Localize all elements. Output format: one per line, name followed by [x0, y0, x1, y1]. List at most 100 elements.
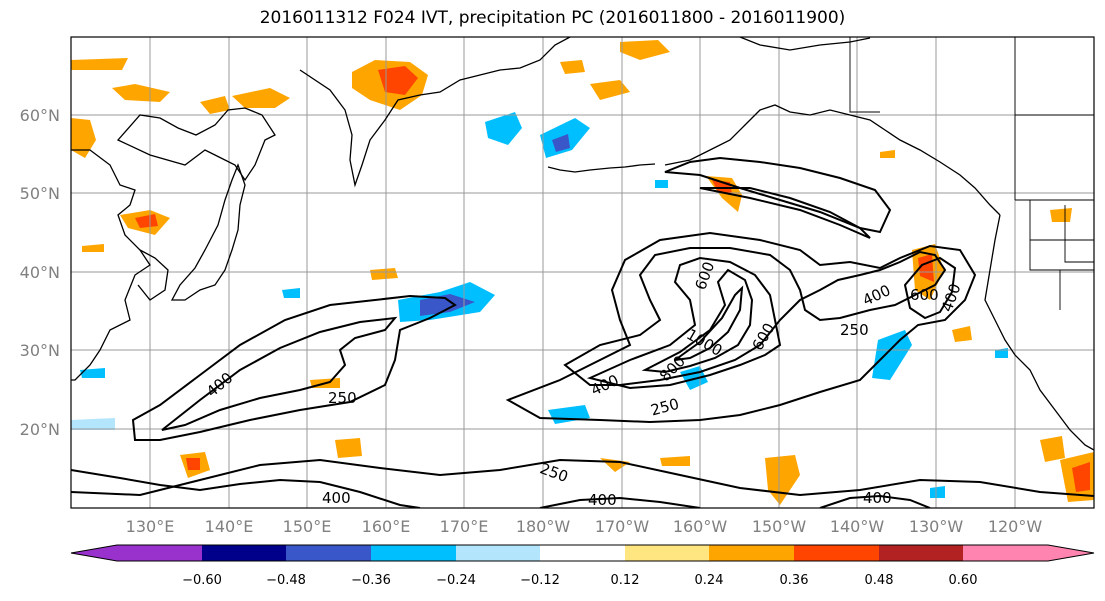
precip-positive-patch — [1050, 208, 1072, 222]
precip-positive-patch — [620, 40, 670, 60]
ivt-contour-400-west — [161, 316, 398, 431]
precip-positive-core — [378, 66, 418, 95]
longitude-labels: 130°E 140°E 150°E 160°E 170°E 180°W 170°… — [126, 517, 1043, 536]
contour-label-400-south-2: 400 — [588, 491, 617, 509]
precip-negative-patch — [71, 418, 115, 430]
ivt-contour-400-south — [71, 469, 421, 508]
precip-positive-patch — [370, 268, 398, 280]
lon-label-150e: 150°E — [283, 517, 332, 536]
colorbar-label-3: −0.24 — [436, 573, 476, 588]
contour-label-400-south-3: 400 — [863, 489, 892, 507]
lon-label-170e: 170°E — [440, 517, 489, 536]
lon-label-170w: 170°W — [595, 517, 650, 536]
ivt-contour-250-center — [505, 231, 977, 424]
coastlines — [71, 37, 1094, 451]
lon-label-160w: 160°W — [673, 517, 728, 536]
colorbar: −0.60 −0.48 −0.36 −0.24 −0.12 0.12 0.24 … — [70, 544, 1095, 588]
lon-label-130w: 130°W — [909, 517, 964, 536]
ivt-contour-1000-center — [674, 285, 744, 361]
borders — [849, 37, 1094, 310]
colorbar-segment-6 — [625, 545, 710, 561]
colorbar-label-4: −0.12 — [520, 573, 560, 588]
precip-positive-patch — [232, 88, 290, 108]
asia-coastline — [71, 149, 151, 381]
colorbar-segment-9 — [879, 545, 964, 561]
precip-positive-patch — [1040, 436, 1065, 462]
lon-label-130e: 130°E — [126, 517, 175, 536]
us-state-border — [1064, 205, 1094, 263]
ivt-contour-400-north — [699, 187, 871, 239]
ivt-contour-400-southcenter — [539, 496, 701, 508]
precip-negative-patch — [930, 486, 945, 498]
north-america-coastline — [984, 214, 1094, 451]
ivt-contours — [71, 156, 1094, 508]
korea-coastline — [137, 249, 169, 301]
ivt-contour-800-center — [641, 268, 754, 374]
precip-positive-patch — [335, 438, 362, 458]
colorbar-label-8: 0.48 — [865, 573, 894, 588]
siberia-coastline — [116, 107, 276, 182]
lon-label-150w: 150°W — [752, 517, 807, 536]
lon-label-140w: 140°W — [830, 517, 885, 536]
precip-positive-patch — [71, 118, 96, 158]
colorbar-label-7: 0.36 — [780, 573, 809, 588]
lon-label-160e: 160°E — [362, 517, 411, 536]
contour-label-400-south: 400 — [322, 489, 351, 507]
contour-label-600-east: 600 — [910, 286, 939, 304]
colorbar-segment-5 — [540, 545, 625, 561]
colorbar-segment-8 — [794, 545, 879, 561]
ivt-contour-600-center — [586, 256, 782, 390]
colorbar-segment-0 — [117, 545, 202, 561]
colorbar-label-2: −0.36 — [351, 573, 391, 588]
colorbar-label-6: 0.24 — [695, 573, 724, 588]
us-state-border — [1029, 200, 1061, 310]
alaska-coastline — [664, 104, 1001, 216]
map-title: 2016011312 F024 IVT, precipitation PC (2… — [259, 8, 846, 28]
colorbar-segment-7 — [709, 545, 794, 561]
colorbar-segment-1 — [202, 545, 287, 561]
precip-positive-patch — [200, 96, 230, 114]
precip-positive-patch — [112, 84, 170, 102]
precip-shading — [71, 40, 1094, 505]
kamchatka-coastline — [299, 37, 571, 188]
precip-positive-core — [186, 458, 200, 470]
alaska-canada-border — [849, 37, 880, 113]
precip-positive-core — [1072, 462, 1090, 492]
precip-negative-patch — [80, 368, 105, 378]
colorbar-extend-high — [1048, 545, 1094, 561]
lat-label-30n: 30°N — [20, 341, 60, 360]
ivt-contour-400-center — [563, 247, 947, 386]
precip-positive-patch — [590, 80, 630, 100]
map-border — [70, 36, 1095, 509]
japan-coastline — [170, 163, 246, 301]
precip-positive-patch — [952, 326, 972, 342]
lat-label-60n: 60°N — [20, 106, 60, 125]
graticule — [71, 37, 1094, 508]
lat-label-50n: 50°N — [20, 184, 60, 203]
colorbar-label-9: 0.60 — [949, 573, 978, 588]
precip-positive-core — [135, 214, 158, 228]
precip-negative-patch — [485, 112, 522, 145]
precip-positive-patch — [880, 150, 895, 158]
colorbar-label-1: −0.48 — [266, 573, 306, 588]
colorbar-segment-10 — [963, 545, 1048, 561]
ivt-contour-600-east — [903, 256, 957, 320]
northern-coastline — [739, 37, 871, 51]
colorbar-label-0: −0.60 — [182, 573, 222, 588]
colorbar-segment-4 — [456, 545, 541, 561]
colorbar-segment-2 — [286, 545, 371, 561]
colorbar-label-5: 0.12 — [611, 573, 640, 588]
colorbar-extend-low — [71, 545, 117, 561]
precip-positive-patch — [82, 244, 104, 252]
lat-label-20n: 20°N — [20, 420, 60, 439]
contour-label-250-west: 250 — [328, 389, 357, 407]
lat-label-40n: 40°N — [20, 263, 60, 282]
precip-positive-patch — [560, 60, 585, 74]
latitude-labels: 20°N 30°N 40°N 50°N 60°N — [20, 106, 60, 439]
lon-label-120w: 120°W — [988, 517, 1043, 536]
colorbar-outline — [70, 544, 1095, 562]
ivt-contour-400-southeast — [819, 494, 931, 508]
ivt-contour-250-west — [131, 294, 457, 441]
precip-negative-patch — [655, 180, 668, 188]
